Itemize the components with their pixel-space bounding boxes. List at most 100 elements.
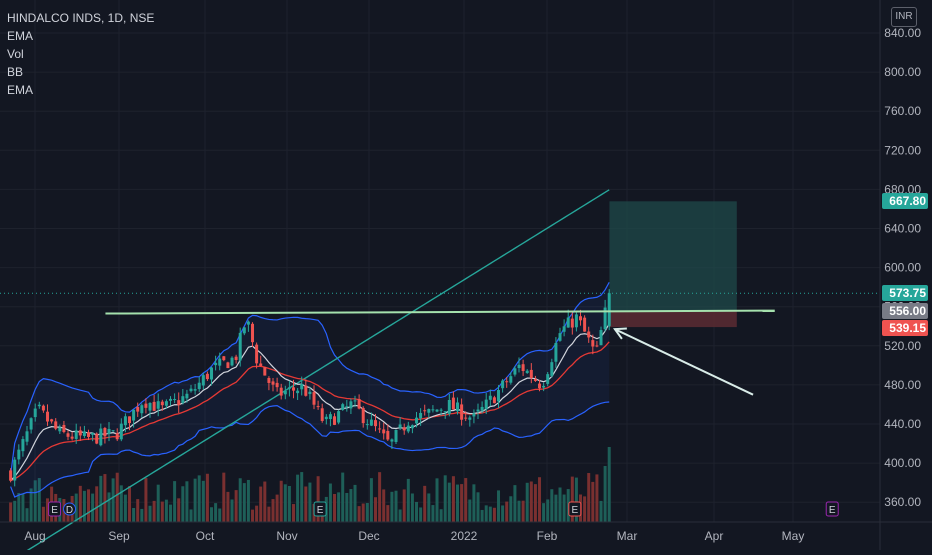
volume-bar [423, 485, 427, 522]
event-marker-label: D [66, 505, 73, 516]
annotation-arrowhead [612, 327, 627, 340]
candle-body [333, 416, 337, 425]
volume-bar [222, 472, 226, 522]
volume-bar [95, 486, 99, 522]
candle-body [214, 362, 218, 366]
candle-body [287, 387, 291, 389]
candle-body [25, 431, 29, 442]
y-tick-label: 640.00 [884, 222, 921, 236]
candle-body [9, 470, 13, 481]
candle-body [386, 430, 390, 440]
volume-bar [599, 500, 603, 522]
y-tick-label: 360.00 [884, 495, 921, 509]
volume-bar [398, 509, 402, 522]
earnings-marker [568, 501, 582, 517]
candle-body [296, 390, 300, 394]
candle-body [357, 399, 361, 409]
x-tick-label: 2022 [451, 529, 478, 543]
volume-bar [460, 484, 464, 522]
volume-bar [566, 489, 570, 522]
indicator-ema-fast[interactable]: EMA [7, 29, 34, 43]
currency-badge[interactable]: INR [891, 7, 917, 27]
volume-bar [275, 494, 279, 522]
volume-bar [595, 474, 599, 522]
candle-body [82, 431, 86, 437]
volume-bar [37, 478, 41, 522]
symbol-title[interactable]: HINDALCO INDS, 1D, NSE [7, 11, 155, 25]
candle-body [369, 419, 373, 426]
candle-body [390, 439, 394, 442]
candle-body [259, 363, 263, 366]
ema-slow-line [18, 189, 610, 555]
volume-bar [33, 480, 37, 522]
candle-body [341, 404, 345, 410]
event-marker-e: E [825, 501, 839, 517]
volume-bar [103, 474, 107, 522]
candle-body [193, 389, 197, 391]
volume-bar [587, 473, 591, 522]
candle-body [152, 401, 156, 411]
earnings-marker [48, 501, 62, 517]
y-tick-label: 840.00 [884, 26, 921, 40]
volume-bar [464, 478, 468, 522]
volume-bar [542, 503, 546, 522]
price-tag-label: 539.15 [889, 321, 926, 335]
candle-body [119, 423, 123, 440]
candle-body [169, 398, 173, 401]
candle-body [292, 387, 296, 391]
volume-bar [99, 475, 103, 522]
volume-bar [91, 493, 95, 522]
volume-bar [115, 472, 119, 522]
candle-body [246, 321, 250, 325]
volume-bar [259, 486, 263, 522]
candle-body [599, 330, 603, 346]
candle-body [439, 409, 443, 411]
candle-body [205, 373, 209, 380]
volume-bar [570, 476, 574, 522]
candle-body [218, 358, 222, 366]
candle-body [50, 419, 54, 422]
candle-body [337, 411, 341, 423]
volume-bar [353, 484, 357, 522]
volume-bar [300, 472, 304, 522]
volume-bar [390, 491, 394, 522]
volume-bar [246, 479, 250, 522]
volume-bar [361, 503, 365, 522]
y-tick-label: 600.00 [884, 261, 921, 275]
volume-bar [156, 484, 160, 522]
candle-body [497, 390, 501, 402]
volume-bar [513, 485, 517, 522]
candle-body [456, 402, 460, 412]
volume-bar [456, 484, 460, 522]
candle-body [361, 407, 365, 424]
candle-body [574, 314, 578, 328]
volume-bar [214, 503, 218, 522]
volume-bar [238, 478, 242, 522]
event-marker-d: D [63, 502, 77, 516]
volume-bar [242, 483, 246, 522]
candle-body [427, 409, 431, 413]
volume-bar [402, 489, 406, 522]
volume-bars [9, 447, 611, 522]
candle-body [283, 390, 287, 395]
candle-body [17, 449, 21, 460]
volume-bar [517, 500, 521, 522]
candle-body [529, 369, 533, 379]
volume-bar [160, 501, 164, 522]
volume-bar [210, 507, 214, 522]
volume-bar [550, 489, 554, 522]
candle-body [279, 387, 283, 396]
candle-body [197, 382, 201, 390]
volume-bar [13, 500, 17, 522]
resistance-line [105, 309, 775, 315]
price-tag: 556.00 [882, 303, 928, 319]
indicator-volume[interactable]: Vol [7, 47, 24, 61]
volume-bar [197, 475, 201, 522]
candle-body [160, 401, 164, 406]
volume-bar [480, 509, 484, 522]
chart-legend: HINDALCO INDS, 1D, NSE EMA Vol BB EMA [7, 9, 154, 99]
indicator-bollinger[interactable]: BB [7, 65, 24, 79]
indicator-ema-slow[interactable]: EMA [7, 83, 34, 97]
